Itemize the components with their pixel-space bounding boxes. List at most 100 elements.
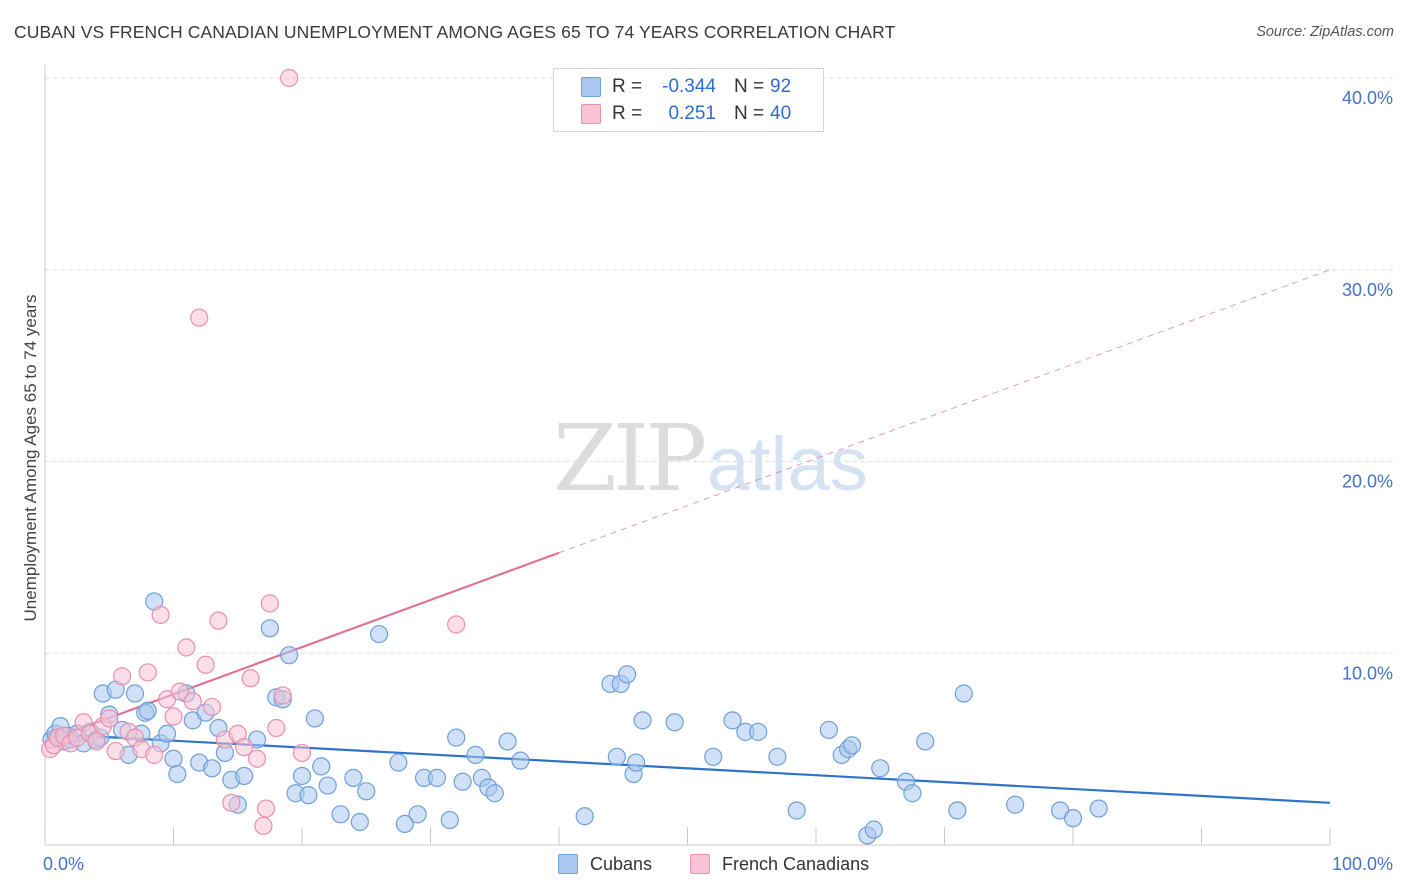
cubans-point xyxy=(312,757,331,776)
cubans-point xyxy=(305,709,324,728)
cubans-point xyxy=(280,646,299,665)
french-canadians-point xyxy=(151,605,170,625)
french-canadians-legend-swatch xyxy=(690,854,710,874)
cubans-point xyxy=(948,801,967,820)
cubans-point xyxy=(1089,799,1108,818)
n-label: N = xyxy=(734,103,765,124)
cubans-point xyxy=(864,820,883,839)
cubans-point xyxy=(665,713,684,732)
french-canadians-point xyxy=(177,638,196,657)
cubans-point xyxy=(954,684,973,703)
cubans-point xyxy=(125,684,145,703)
r-value: 0.251 xyxy=(668,103,716,124)
cubans-point xyxy=(235,766,254,786)
r-label: R = xyxy=(612,103,643,124)
cubans-point xyxy=(357,782,376,801)
cubans-point xyxy=(749,722,768,741)
r-value: -0.344 xyxy=(662,76,716,97)
french-canadians-point xyxy=(190,308,209,327)
french-canadians-trend-extension xyxy=(558,269,1331,554)
r-label: R = xyxy=(612,76,643,97)
cubans-point xyxy=(511,751,530,770)
cubans-legend-label: Cubans xyxy=(590,853,653,874)
french-canadians-point xyxy=(87,732,106,751)
french-canadians-point xyxy=(202,697,222,717)
french-canadians-point xyxy=(170,682,190,701)
french-canadians-point xyxy=(235,738,254,757)
watermark-zip: ZIP xyxy=(553,405,707,512)
cubans-point xyxy=(260,619,279,638)
trend-lines xyxy=(44,269,1331,804)
cubans-swatch xyxy=(581,77,601,97)
chart-title: CUBAN VS FRENCH CANADIAN UNEMPLOYMENT AM… xyxy=(14,22,896,42)
y-tick-label: 40.0% xyxy=(1342,88,1393,108)
french-canadians-point xyxy=(292,743,312,763)
cubans-point xyxy=(408,805,427,824)
cubans-point xyxy=(1006,795,1025,814)
french-canadians-point xyxy=(138,663,157,682)
french-canadians-trend-line xyxy=(44,551,560,743)
cubans-point xyxy=(1063,809,1083,828)
cubans-legend-swatch xyxy=(558,854,578,874)
x-tick-label-max: 100.0% xyxy=(1332,854,1393,874)
cubans-point xyxy=(168,764,187,784)
legend-item-french-canadians: French Canadians xyxy=(690,852,869,876)
y-tick-label: 30.0% xyxy=(1342,280,1393,300)
legend-row-french-canadians: R = 0.251 N = 40 xyxy=(554,102,823,126)
cubans-point xyxy=(370,624,389,644)
y-tick-label: 20.0% xyxy=(1342,472,1393,492)
french-canadians-point xyxy=(447,615,466,634)
french-canadians-point xyxy=(267,718,286,738)
french-canadians-point xyxy=(145,745,164,764)
y-tick-label: 10.0% xyxy=(1342,663,1393,683)
cubans-point xyxy=(607,747,626,766)
french-canadians-point xyxy=(183,692,202,711)
cubans-point xyxy=(453,772,472,791)
cubans-point xyxy=(157,724,177,743)
cubans-point xyxy=(447,728,466,747)
cubans-point xyxy=(389,753,408,772)
correlation-legend: R = -0.344 N = 92 R = 0.251 N = 40 xyxy=(553,68,824,132)
cubans-point xyxy=(723,711,742,730)
french-canadians-point xyxy=(100,709,119,728)
cubans-point xyxy=(292,766,312,786)
cubans-point xyxy=(819,720,838,740)
french-canadians-point xyxy=(112,667,132,686)
cubans-point xyxy=(202,759,222,778)
n-value: 40 xyxy=(770,103,792,124)
cubans-point xyxy=(466,745,485,764)
watermark: ZIPatlas xyxy=(553,405,868,512)
cubans-point xyxy=(916,732,935,751)
cubans-point xyxy=(704,747,723,766)
french-canadians-point xyxy=(209,611,228,630)
x-tick-label-min: 0.0% xyxy=(43,854,84,874)
cubans-point xyxy=(299,786,318,805)
french-canadians-legend-label: French Canadians xyxy=(722,853,870,874)
french-canadians-point xyxy=(222,793,241,812)
tick-labels: 10.0% 20.0% 30.0% 40.0% 0.0% 100.0% xyxy=(43,88,1393,874)
cubans-point xyxy=(903,784,922,803)
cubans-point xyxy=(498,732,517,751)
cubans-point xyxy=(395,814,414,834)
cubans-point xyxy=(575,807,594,826)
cubans-point xyxy=(618,665,637,684)
cubans-point xyxy=(138,701,157,720)
cubans-point xyxy=(440,810,459,830)
legend-row-cubans: R = -0.344 N = 92 xyxy=(554,75,823,99)
grid-lines xyxy=(45,77,1395,654)
french-canadians-point xyxy=(106,741,125,761)
cubans-point xyxy=(633,711,652,730)
data-points xyxy=(41,68,1108,845)
french-canadians-point xyxy=(280,68,299,88)
cubans-point xyxy=(427,768,447,787)
watermark-atlas: atlas xyxy=(707,422,868,507)
n-value: 92 xyxy=(770,76,792,97)
cubans-point xyxy=(787,801,806,820)
french-canadians-point xyxy=(241,669,260,688)
french-canadians-point xyxy=(273,686,292,705)
french-canadians-point xyxy=(260,594,279,613)
cubans-point xyxy=(768,747,787,766)
n-label: N = xyxy=(734,76,765,97)
cubans-point xyxy=(626,753,646,772)
